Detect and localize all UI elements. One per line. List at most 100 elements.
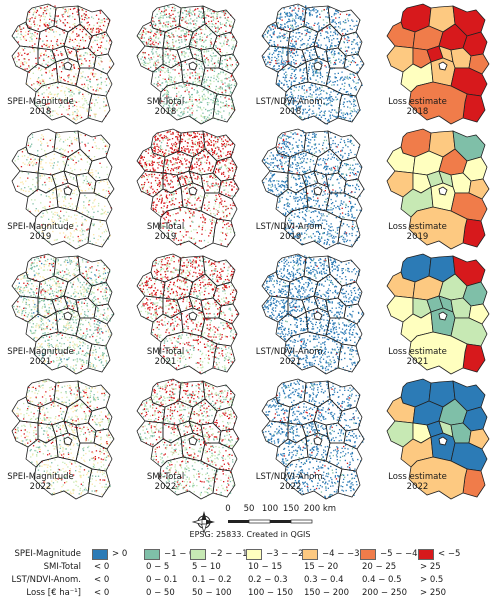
raster-pixel	[29, 30, 31, 32]
raster-pixel	[356, 64, 358, 66]
raster-pixel	[61, 61, 63, 64]
raster-pixel	[316, 100, 319, 102]
raster-pixel	[73, 29, 75, 32]
raster-pixel	[281, 60, 283, 62]
raster-pixel	[170, 191, 172, 193]
raster-pixel	[151, 143, 154, 146]
raster-pixel	[232, 204, 234, 207]
raster-pixel	[174, 58, 176, 60]
map-panel-spei-magnitude-2019: SPEI-Magnitude 2019	[0, 125, 125, 250]
raster-pixel	[139, 160, 141, 162]
raster-pixel	[46, 46, 49, 49]
raster-pixel	[187, 107, 189, 109]
raster-pixel	[220, 191, 223, 193]
raster-pixel	[38, 77, 40, 79]
raster-pixel	[67, 237, 69, 239]
raster-pixel	[24, 155, 26, 157]
raster-pixel	[190, 208, 192, 211]
raster-pixel	[84, 52, 86, 54]
raster-pixel	[165, 9, 167, 11]
raster-pixel	[176, 99, 178, 101]
raster-pixel	[49, 162, 51, 164]
raster-pixel	[76, 11, 78, 13]
raster-pixel	[304, 102, 306, 105]
raster-pixel	[162, 222, 164, 224]
raster-pixel	[160, 207, 163, 209]
raster-pixel	[345, 91, 348, 93]
raster-pixel	[199, 182, 201, 184]
raster-pixel	[179, 46, 181, 48]
raster-pixel	[264, 33, 266, 36]
raster-pixel	[209, 186, 211, 188]
raster-pixel	[352, 79, 354, 81]
raster-pixel	[166, 25, 168, 28]
raster-pixel	[174, 86, 176, 88]
raster-pixel	[143, 27, 145, 29]
district-boundary	[33, 81, 93, 125]
raster-pixel	[40, 227, 42, 229]
raster-pixel	[232, 54, 234, 56]
raster-pixel	[304, 34, 306, 37]
raster-pixel	[337, 32, 339, 34]
raster-pixel	[24, 149, 27, 151]
raster-pixel	[71, 98, 73, 100]
raster-pixel	[301, 80, 303, 82]
raster-pixel	[351, 48, 353, 50]
raster-pixel	[141, 32, 143, 34]
raster-pixel	[298, 8, 300, 10]
raster-pixel	[206, 10, 209, 12]
raster-pixel	[76, 137, 78, 140]
raster-pixel	[325, 44, 327, 46]
raster-pixel	[46, 111, 48, 113]
raster-pixel	[303, 26, 305, 28]
raster-pixel	[167, 5, 169, 8]
raster-pixel	[314, 37, 317, 39]
raster-pixel	[309, 89, 311, 91]
raster-pixel	[309, 86, 312, 88]
raster-pixel	[157, 138, 160, 140]
raster-pixel	[349, 113, 351, 115]
raster-pixel	[305, 71, 308, 74]
raster-pixel	[158, 55, 160, 57]
raster-pixel	[63, 22, 65, 25]
raster-pixel	[293, 19, 296, 21]
raster-pixel	[205, 22, 207, 25]
raster-pixel	[217, 87, 219, 90]
raster-pixel	[161, 55, 163, 57]
raster-pixel	[197, 33, 200, 35]
raster-pixel	[72, 111, 74, 113]
raster-pixel	[93, 200, 95, 202]
raster-pixel	[303, 78, 306, 80]
raster-pixel	[207, 8, 209, 11]
raster-pixel	[55, 31, 57, 33]
raster-pixel	[85, 33, 87, 35]
raster-pixel	[60, 90, 63, 92]
raster-pixel	[86, 108, 88, 110]
raster-pixel	[99, 221, 101, 223]
raster-pixel	[224, 35, 226, 38]
raster-pixel	[176, 149, 178, 151]
raster-pixel	[228, 162, 230, 164]
raster-pixel	[344, 118, 346, 120]
raster-pixel	[192, 84, 194, 86]
raster-pixel	[328, 120, 330, 122]
raster-pixel	[209, 44, 212, 46]
raster-pixel	[189, 9, 192, 12]
raster-pixel	[225, 22, 227, 24]
raster-pixel	[262, 35, 264, 37]
raster-pixel	[75, 101, 78, 103]
raster-pixel	[321, 10, 323, 12]
raster-pixel	[270, 29, 272, 31]
raster-pixel	[187, 148, 189, 150]
raster-pixel	[141, 36, 143, 38]
raster-pixel	[277, 56, 280, 58]
raster-pixel	[293, 5, 295, 7]
raster-pixel	[157, 81, 159, 83]
raster-pixel	[214, 170, 216, 172]
raster-pixel	[46, 237, 49, 239]
raster-pixel	[213, 17, 215, 19]
raster-pixel	[100, 180, 102, 183]
raster-pixel	[201, 63, 203, 65]
raster-pixel	[227, 151, 229, 153]
raster-pixel	[145, 62, 147, 64]
